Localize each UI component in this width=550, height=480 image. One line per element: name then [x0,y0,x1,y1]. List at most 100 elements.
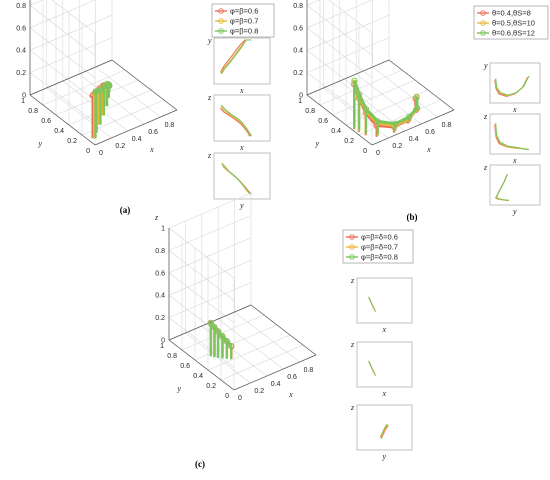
x-tick-label: 0.6 [425,129,435,136]
chart-panel-2: 00.20.40.60.8100.20.40.60.8100.20.40.60.… [293,0,549,222]
grid-line [201,325,267,377]
data-point [356,91,363,98]
inset-curve [220,39,252,75]
y-tick-label: 0.8 [167,353,177,360]
x-tick-label: 0.2 [115,143,125,150]
data-point [392,120,399,127]
grid-line [68,89,152,126]
inset-x-label: x [382,389,387,398]
inset-y-label: y [207,36,212,45]
z-tick-label: 0.6 [293,25,303,32]
grid-line [168,215,252,251]
grid-line [29,27,96,79]
grid-line [29,14,113,51]
z-axis-label: z [154,213,159,222]
inset-curve [380,424,389,439]
grid-line [46,87,112,139]
z-tick-label: 0.2 [293,70,303,77]
data-point [223,337,230,345]
grid-line [95,66,161,118]
panel-label: (a) [120,205,131,215]
inset-x-label: x [512,105,517,114]
x-tick-label: 0.8 [304,367,314,374]
y-tick-label: 0.8 [28,108,38,115]
legend-swatch-marker [218,18,224,24]
x-tick-label: 0.2 [254,388,264,395]
chart-panel-1: 00.20.40.60.8100.20.40.60.8100.20.40.60.… [16,0,275,215]
grid-line [168,227,235,279]
data-point [414,104,421,111]
x-tick-label: 0.8 [165,122,175,129]
grid-line [220,344,304,381]
legend-label: φ=β=δ=0.6 [361,233,398,242]
inset-3: zy [350,403,413,461]
grid-line [218,318,284,370]
grid-line [29,5,96,56]
z-tick-label: 0 [299,93,303,100]
y-axis-label: y [177,384,182,393]
axes [306,0,455,146]
y-tick-label: 0.6 [41,118,51,125]
z-tick-label: 0.6 [155,270,165,277]
axis-line [306,94,373,146]
axis-line [233,354,317,391]
grid-line [168,282,252,318]
legend-swatch-marker [349,234,355,240]
grid-line [29,72,96,123]
data-point [97,86,104,94]
inset-2: zx [207,93,271,152]
legend-swatch-marker [480,10,486,16]
axis-line [168,339,235,391]
z-tick-label: 0.8 [16,3,26,10]
grid-line [29,37,113,73]
x-tick-label: 0.2 [392,143,402,150]
legend: θ=0.4,θS=8θ=0.5,θS=10θ=0.6,θS=12 [473,5,549,40]
grid-line [234,311,300,363]
axis-line [94,109,178,146]
y-tick-label: 0 [363,148,367,155]
grid-line [358,99,442,136]
grid-line [51,0,96,34]
inset-3: zy [483,163,541,216]
y-tick-label: 0 [225,393,229,400]
data-point [374,118,381,125]
inset-y-label: z [483,163,488,172]
axis-line [168,304,252,341]
y-tick-label: 0.4 [193,373,203,380]
grid-line [79,73,145,125]
inset-frame [213,94,271,142]
x-tick-label: 0 [99,150,103,157]
inset-curve [221,162,251,195]
data-point [362,105,370,112]
grid [168,192,317,391]
grid-line [306,27,373,79]
legend-swatch-marker [349,244,355,250]
y-tick-label: 1 [21,98,25,105]
data-point [351,77,358,84]
legend-swatch-marker [218,8,224,14]
inset-frame [356,341,413,388]
axis-line [250,304,317,356]
inset-y-label: z [483,112,488,121]
x-tick-label: 0.4 [271,381,281,388]
trajectory-line [209,321,233,347]
x-axis-label: x [426,145,431,154]
y-tick-label: 0.6 [318,118,328,125]
legend-swatch-marker [218,28,224,34]
grid-line [168,237,252,274]
legend-label: θ=0.6,θS=12 [492,29,535,38]
inset-x-label: x [239,86,244,95]
inset-curve [379,423,388,438]
grid-line [306,0,321,6]
inset-curve [219,107,251,137]
x-axis-label: x [288,390,293,399]
legend: φ=β=0.6φ=β=0.7φ=β=0.8 [211,3,275,38]
grid-line [29,0,96,29]
inset-x-label: y [382,452,387,461]
data-point [228,342,235,349]
y-tick-label: 1 [298,98,302,105]
axis-line [29,94,96,146]
y-tick-label: 0.4 [54,128,64,135]
y-tick-label: 0.2 [206,383,216,390]
